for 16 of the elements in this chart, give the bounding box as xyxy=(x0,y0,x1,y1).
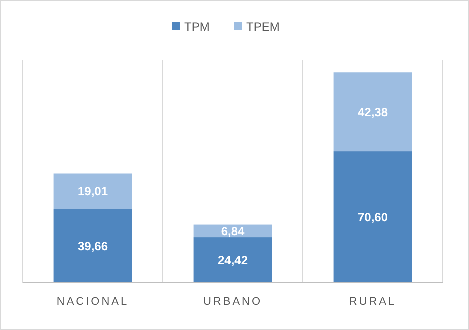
data-label: 6,84 xyxy=(221,224,245,238)
bar xyxy=(54,209,132,283)
data-label: 42,38 xyxy=(358,105,388,120)
legend-label: TPEM xyxy=(246,20,280,34)
legend-label: TPM xyxy=(184,20,210,34)
bar xyxy=(334,72,412,152)
bar xyxy=(194,238,272,283)
data-label: 39,66 xyxy=(78,239,108,254)
bar xyxy=(334,152,412,283)
x-tick-label: URBANO xyxy=(203,296,263,308)
data-label: 24,42 xyxy=(218,253,248,268)
x-tick-label: RURAL xyxy=(349,296,397,308)
x-tick-label: NACIONAL xyxy=(56,296,130,308)
data-label: 19,01 xyxy=(78,184,108,199)
bar xyxy=(54,174,132,210)
data-label: 70,60 xyxy=(358,210,388,224)
